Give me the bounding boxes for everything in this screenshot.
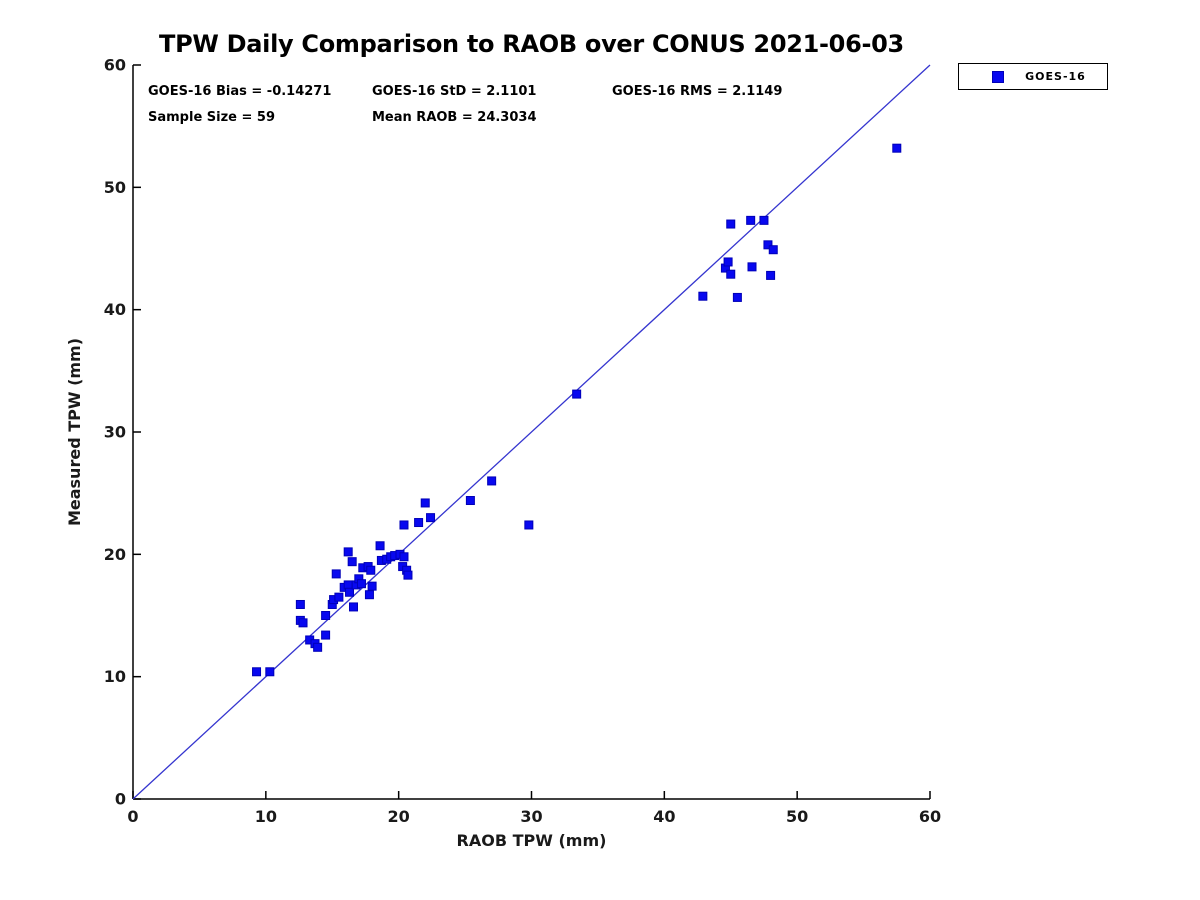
stat-bias: GOES-16 Bias = -0.14271 (148, 84, 332, 99)
data-point-marker (366, 565, 376, 575)
data-point-marker (732, 292, 742, 302)
data-point-marker (343, 580, 353, 590)
x-axis-tick-label: 0 (127, 807, 138, 826)
x-axis-tick-label: 10 (255, 807, 277, 826)
y-axis-tick-label: 60 (104, 56, 126, 75)
stat-sample-size: Sample Size = 59 (148, 110, 276, 125)
data-point-marker (298, 618, 308, 628)
y-axis-tick-label: 50 (104, 178, 126, 197)
x-axis-tick-label: 30 (520, 807, 542, 826)
data-point-marker (426, 513, 436, 523)
data-point-marker (399, 520, 409, 530)
chart-title: TPW Daily Comparison to RAOB over CONUS … (159, 30, 904, 58)
data-point-marker (313, 642, 323, 652)
data-point-marker (349, 602, 359, 612)
data-point-marker (768, 245, 778, 255)
data-point-marker (364, 590, 374, 600)
y-axis-tick-label: 30 (104, 423, 126, 442)
x-axis-tick-label: 20 (388, 807, 410, 826)
data-point-marker (465, 496, 475, 506)
data-point-marker (367, 581, 377, 591)
data-point-marker (375, 541, 385, 551)
data-point-marker (331, 569, 341, 579)
x-axis-tick-label: 60 (919, 807, 941, 826)
data-point-marker (572, 389, 582, 399)
data-point-marker (347, 557, 357, 567)
data-point-marker (420, 498, 430, 508)
data-point-marker (726, 219, 736, 229)
data-point-marker (487, 476, 497, 486)
y-axis-tick-label: 40 (104, 300, 126, 319)
data-point-marker (723, 257, 733, 267)
data-point-marker (892, 143, 902, 153)
x-axis-tick-label: 40 (653, 807, 675, 826)
data-point-marker (747, 262, 757, 272)
data-point-marker (345, 587, 355, 597)
data-point-marker (759, 215, 769, 225)
data-point-marker (726, 269, 736, 279)
data-point-marker (414, 518, 424, 528)
data-point-marker (763, 240, 773, 250)
legend: GOES-16 (958, 63, 1108, 90)
legend-label: GOES-16 (1025, 70, 1086, 83)
data-point-marker (321, 630, 331, 640)
data-point-marker (343, 547, 353, 557)
data-point-marker (356, 579, 366, 589)
data-point-marker (295, 599, 305, 609)
y-axis-tick-label: 10 (104, 667, 126, 686)
data-point-marker (698, 291, 708, 301)
x-axis-label: RAOB TPW (mm) (457, 831, 607, 850)
data-point-marker (265, 667, 275, 677)
data-point-marker (399, 552, 409, 562)
x-axis-tick-label: 50 (786, 807, 808, 826)
data-point-marker (403, 570, 413, 580)
data-point-marker (321, 611, 331, 620)
identity-line (132, 64, 931, 800)
y-axis-tick-label: 20 (104, 545, 126, 564)
legend-marker-square-icon (992, 70, 1004, 83)
data-point-marker (766, 270, 776, 280)
y-axis-label: Measured TPW (mm) (65, 338, 84, 526)
data-point-marker (334, 592, 344, 602)
data-point-marker (252, 667, 262, 677)
y-axis-tick-label: 0 (115, 790, 126, 809)
data-point-marker (746, 215, 756, 225)
stat-std: GOES-16 StD = 2.1101 (372, 84, 537, 99)
stat-rms: GOES-16 RMS = 2.1149 (612, 84, 783, 99)
stat-mean-raob: Mean RAOB = 24.3034 (372, 110, 537, 125)
data-point-marker (524, 520, 534, 530)
